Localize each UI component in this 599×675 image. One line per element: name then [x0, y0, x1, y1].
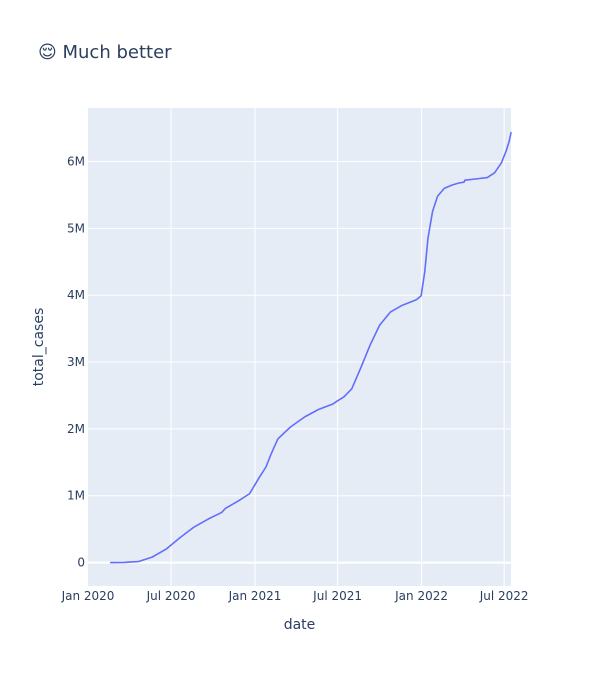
- plot-area: [88, 108, 511, 586]
- x-tick-label: Jan 2020: [61, 589, 115, 603]
- series-line: [110, 131, 512, 564]
- data-point: [151, 556, 153, 558]
- data-point: [427, 237, 429, 239]
- data-point: [451, 184, 453, 186]
- y-axis-title: total_cases: [31, 308, 47, 387]
- data-point: [207, 518, 209, 520]
- data-point: [431, 210, 433, 212]
- data-point: [486, 176, 488, 178]
- data-point: [237, 500, 239, 502]
- data-point: [464, 179, 466, 181]
- y-tick-label: 4M: [67, 288, 85, 302]
- data-point: [110, 561, 112, 563]
- data-point: [415, 299, 417, 301]
- data-point: [389, 311, 391, 313]
- data-point: [420, 295, 422, 297]
- data-point: [359, 368, 361, 370]
- data-point: [331, 403, 333, 405]
- data-point: [458, 182, 460, 184]
- data-point: [221, 511, 223, 513]
- x-gridlines: [170, 108, 505, 586]
- data-point: [165, 548, 167, 550]
- y-tick-label: 6M: [67, 154, 85, 168]
- data-point: [351, 388, 353, 390]
- data-point: [258, 477, 260, 479]
- data-point: [443, 187, 445, 189]
- y-tick-label: 0: [77, 556, 85, 570]
- data-point: [270, 453, 272, 455]
- x-tick-labels: Jan 2020 Jul 2020 Jan 2021 Jul 2021 Jan 2022…: [61, 589, 529, 603]
- data-point: [277, 438, 279, 440]
- x-axis-title: date: [284, 617, 316, 633]
- y-tick-labels: 0 1M 2M 3M 4M 5M 6M: [67, 154, 85, 569]
- data-point: [265, 466, 267, 468]
- data-point: [193, 526, 195, 528]
- x-tick-label: Jul 2021: [312, 589, 362, 603]
- data-point: [401, 304, 403, 306]
- data-point: [424, 271, 426, 273]
- data-point: [378, 324, 380, 326]
- data-point: [289, 426, 291, 428]
- y-tick-label: 5M: [67, 221, 85, 235]
- x-tick-label: Jan 2022: [394, 589, 448, 603]
- data-point: [493, 172, 495, 174]
- data-point: [436, 195, 438, 197]
- data-point: [137, 560, 139, 562]
- data-point: [179, 537, 181, 539]
- x-tick-label: Jan 2021: [228, 589, 282, 603]
- data-point: [475, 178, 477, 180]
- data-point: [369, 344, 371, 346]
- data-point: [336, 400, 338, 402]
- data-point: [505, 150, 507, 152]
- data-point: [123, 561, 125, 563]
- data-point: [317, 408, 319, 410]
- series-layer: [110, 131, 512, 564]
- data-point: [224, 507, 226, 509]
- data-point: [508, 140, 510, 142]
- data-point: [248, 493, 250, 495]
- data-point: [304, 416, 306, 418]
- x-tick-label: Jul 2020: [146, 589, 196, 603]
- y-tick-label: 3M: [67, 355, 85, 369]
- x-tick-label: Jul 2022: [479, 589, 529, 603]
- y-gridlines: [88, 160, 511, 564]
- data-point: [343, 396, 345, 398]
- y-tick-label: 1M: [67, 489, 85, 503]
- chart-title: 😌 Much better: [38, 42, 172, 63]
- data-point: [500, 162, 502, 164]
- y-tick-label: 2M: [67, 422, 85, 436]
- data-point: [510, 132, 512, 134]
